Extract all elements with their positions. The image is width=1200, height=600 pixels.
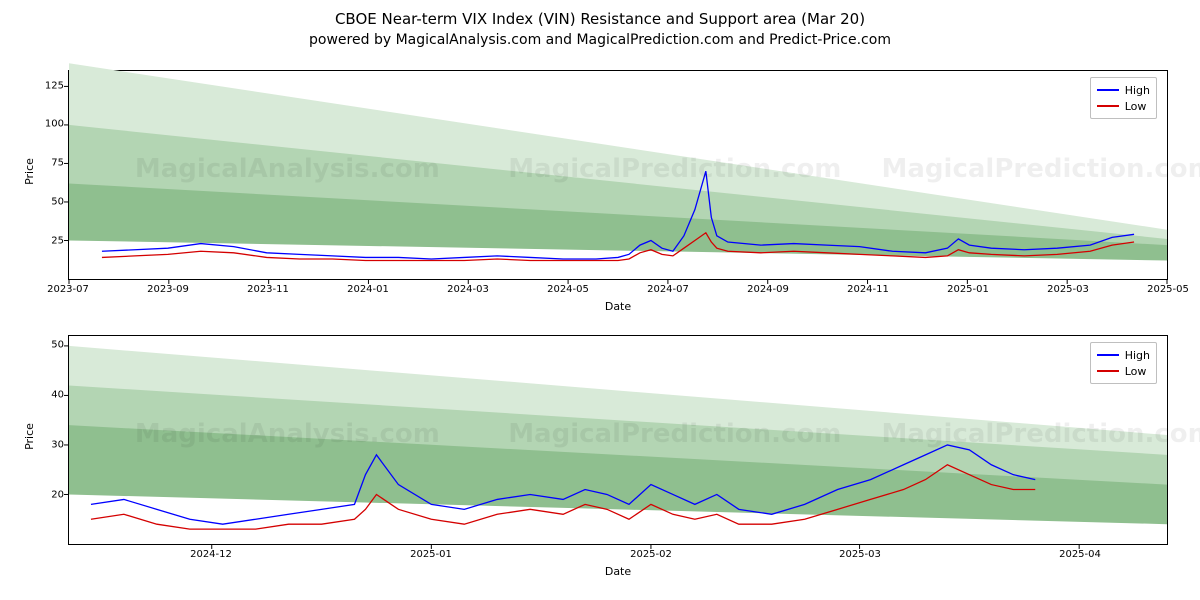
x-tick-label: 2025-03: [825, 549, 895, 560]
x-tick-label: 2024-05: [533, 284, 603, 295]
x-tick-label: 2025-01: [396, 549, 466, 560]
x-tick-label: 2025-01: [933, 284, 1003, 295]
x-tick-label: 2023-09: [133, 284, 203, 295]
y-tick-label: 50: [24, 197, 64, 208]
x-axis-label-top: Date: [68, 300, 1168, 313]
legend-top: High Low: [1090, 77, 1157, 119]
x-tick-label: 2025-05: [1133, 284, 1200, 295]
legend-swatch-high: [1097, 89, 1119, 91]
legend-bottom: High Low: [1090, 342, 1157, 384]
plot-area-top: [69, 71, 1167, 279]
legend-item-low: Low: [1097, 98, 1150, 114]
x-tick-label: 2025-02: [616, 549, 686, 560]
x-tick-label: 2023-07: [33, 284, 103, 295]
legend-label-low: Low: [1125, 100, 1147, 113]
y-tick-label: 100: [24, 119, 64, 130]
page-title: CBOE Near-term VIX Index (VIN) Resistanc…: [0, 10, 1200, 28]
chart-panel-bottom: High Low MagicalAnalysis.comMagicalPredi…: [68, 335, 1168, 545]
y-tick-label: 25: [24, 236, 64, 247]
x-tick-label: 2024-07: [633, 284, 703, 295]
chart-panel-top: High Low MagicalAnalysis.comMagicalPredi…: [68, 70, 1168, 280]
y-tick-label: 75: [24, 158, 64, 169]
y-tick-label: 125: [24, 80, 64, 91]
legend-item-high: High: [1097, 82, 1150, 98]
plot-area-bottom: [69, 336, 1167, 544]
legend-label-low: Low: [1125, 365, 1147, 378]
x-axis-label-bottom: Date: [68, 565, 1168, 578]
x-tick-label: 2024-01: [333, 284, 403, 295]
y-tick-label: 50: [24, 340, 64, 351]
legend-swatch-high: [1097, 354, 1119, 356]
legend-item-high: High: [1097, 347, 1150, 363]
x-tick-label: 2023-11: [233, 284, 303, 295]
legend-label-high: High: [1125, 349, 1150, 362]
legend-label-high: High: [1125, 84, 1150, 97]
x-tick-label: 2024-11: [833, 284, 903, 295]
legend-swatch-low: [1097, 370, 1119, 372]
x-tick-label: 2024-09: [733, 284, 803, 295]
y-tick-label: 20: [24, 490, 64, 501]
x-tick-label: 2024-12: [176, 549, 246, 560]
legend-swatch-low: [1097, 105, 1119, 107]
y-tick-label: 30: [24, 440, 64, 451]
y-tick-label: 40: [24, 390, 64, 401]
x-tick-label: 2024-03: [433, 284, 503, 295]
page-subtitle: powered by MagicalAnalysis.com and Magic…: [0, 32, 1200, 48]
x-tick-label: 2025-04: [1045, 549, 1115, 560]
legend-item-low: Low: [1097, 363, 1150, 379]
figure: CBOE Near-term VIX Index (VIN) Resistanc…: [0, 0, 1200, 600]
x-tick-label: 2025-03: [1033, 284, 1103, 295]
